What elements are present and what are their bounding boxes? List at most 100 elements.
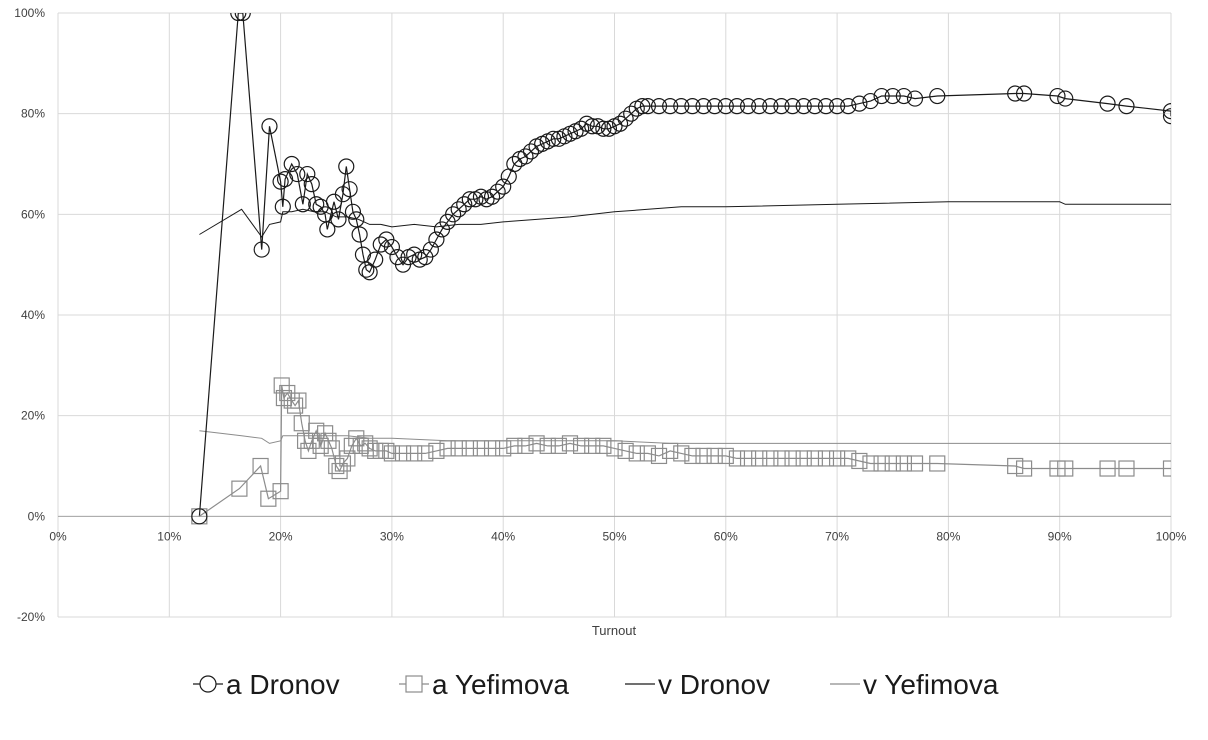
legend: a Dronov a Yefimova v Dronov v Yefimova [193, 669, 999, 700]
data-point-a-yefimova [339, 450, 356, 467]
data-point-a-dronov [611, 115, 629, 132]
data-point-a-dronov [662, 98, 679, 115]
x-tick-label: 90% [1048, 529, 1072, 543]
data-point-a-dronov [253, 241, 270, 258]
data-point-a-dronov [828, 98, 846, 115]
data-point-a-dronov [372, 236, 389, 253]
data-point-a-dronov [895, 87, 912, 105]
data-point-a-dronov [617, 110, 634, 127]
data-point-a-dronov [261, 118, 278, 135]
data-point-a-yefimova [483, 440, 501, 457]
y-tick-label: 60% [21, 207, 45, 221]
data-point-a-yefimova [417, 445, 434, 462]
data-point-a-yefimova [606, 440, 623, 457]
series-line-v-dronov [199, 201, 1171, 238]
data-point-a-dronov [717, 98, 734, 115]
data-point-a-dronov [929, 87, 946, 105]
data-point-a-dronov [728, 98, 746, 115]
data-point-a-yefimova [862, 455, 879, 472]
data-point-a-dronov [456, 196, 473, 213]
data-point-a-dronov [623, 105, 640, 122]
data-point-a-dronov [522, 143, 540, 160]
data-point-a-yefimova [378, 442, 395, 459]
data-point-a-dronov [450, 201, 467, 218]
data-point-a-dronov [294, 196, 311, 213]
data-point-a-yefimova [472, 440, 490, 457]
data-point-a-yefimova [762, 450, 779, 467]
data-point-a-dronov [383, 238, 400, 256]
data-point-a-yefimova [795, 450, 812, 467]
data-point-a-dronov [650, 98, 668, 115]
legend-entry-a-yefimova: a Yefimova [399, 669, 569, 700]
data-point-a-dronov [445, 206, 462, 223]
data-point-a-yefimova [684, 447, 701, 465]
data-point-a-yefimova [528, 435, 545, 452]
data-point-a-yefimova [595, 437, 612, 454]
data-point-a-dronov [272, 173, 289, 190]
data-point-a-yefimova [450, 440, 467, 457]
data-point-a-dronov [817, 98, 835, 115]
data-point-a-yefimova [439, 440, 456, 457]
data-point-a-dronov [230, 13, 247, 22]
data-point-a-dronov [483, 188, 501, 205]
data-point-a-dronov [1118, 98, 1135, 115]
data-point-a-yefimova [650, 447, 668, 465]
tick-labels: 0% 10% 20% 30% 40% 50% 60% 70% 80% 90% 100% -20% 0% 2… [14, 6, 1186, 624]
data-point-a-dronov [1162, 103, 1171, 120]
data-point-a-dronov [884, 87, 901, 105]
data-point-a-yefimova [584, 437, 601, 454]
data-point-a-yefimova [628, 445, 645, 462]
data-point-a-dronov [234, 13, 251, 22]
data-point-a-dronov [762, 98, 779, 115]
y-tick-label: 20% [21, 409, 45, 423]
data-point-a-yefimova [428, 442, 445, 459]
data-point-a-yefimova [286, 397, 304, 414]
data-point-a-dronov [338, 158, 355, 175]
plot-area [191, 13, 1171, 525]
x-tick-label: 60% [714, 529, 738, 543]
data-point-a-yefimova [1057, 460, 1074, 477]
data-point-a-yefimova [394, 445, 412, 462]
x-tick-label: 30% [380, 529, 404, 543]
data-point-a-yefimova [929, 455, 946, 472]
data-point-a-dronov [506, 155, 523, 173]
data-point-a-yefimova [1007, 457, 1024, 475]
data-point-a-yefimova [406, 445, 423, 462]
data-point-a-dronov [1057, 90, 1074, 107]
y-tick-label: 80% [21, 107, 45, 121]
legend-label: a Yefimova [432, 669, 569, 700]
data-point-a-yefimova [323, 440, 340, 457]
data-point-a-dronov [319, 221, 336, 238]
data-point-a-dronov [358, 261, 375, 278]
data-point-a-yefimova [673, 445, 690, 462]
x-tick-label: 0% [49, 529, 67, 543]
data-point-a-dronov [862, 92, 879, 110]
y-tick-label: 100% [14, 6, 45, 20]
data-point-a-yefimova [617, 442, 634, 459]
data-point-a-yefimova [773, 450, 790, 467]
data-point-a-yefimova [895, 455, 912, 472]
data-point-a-dronov [1049, 87, 1066, 105]
data-point-a-dronov [495, 178, 512, 195]
data-point-a-yefimova [840, 450, 857, 467]
data-point-a-yefimova [506, 437, 523, 454]
data-point-a-dronov [274, 198, 291, 215]
data-point-a-dronov [330, 211, 347, 228]
data-point-a-yefimova [639, 445, 656, 462]
data-point-a-dronov [806, 98, 823, 115]
data-point-a-dronov [684, 98, 701, 115]
data-point-a-dronov [739, 98, 757, 115]
legend-label: a Dronov [226, 669, 340, 700]
data-point-a-dronov [299, 165, 316, 183]
data-point-a-yefimova [1015, 460, 1033, 477]
data-point-a-dronov [906, 90, 924, 107]
data-point-a-dronov [1162, 108, 1171, 125]
data-point-a-dronov [639, 98, 656, 115]
data-point-a-yefimova [272, 483, 289, 500]
data-point-a-yefimova [334, 455, 352, 472]
data-point-a-dronov [695, 98, 712, 115]
data-point-a-dronov [406, 246, 423, 263]
data-point-a-yefimova [231, 480, 248, 497]
data-point-a-yefimova [461, 440, 478, 457]
legend-swatch-marker [199, 675, 217, 693]
